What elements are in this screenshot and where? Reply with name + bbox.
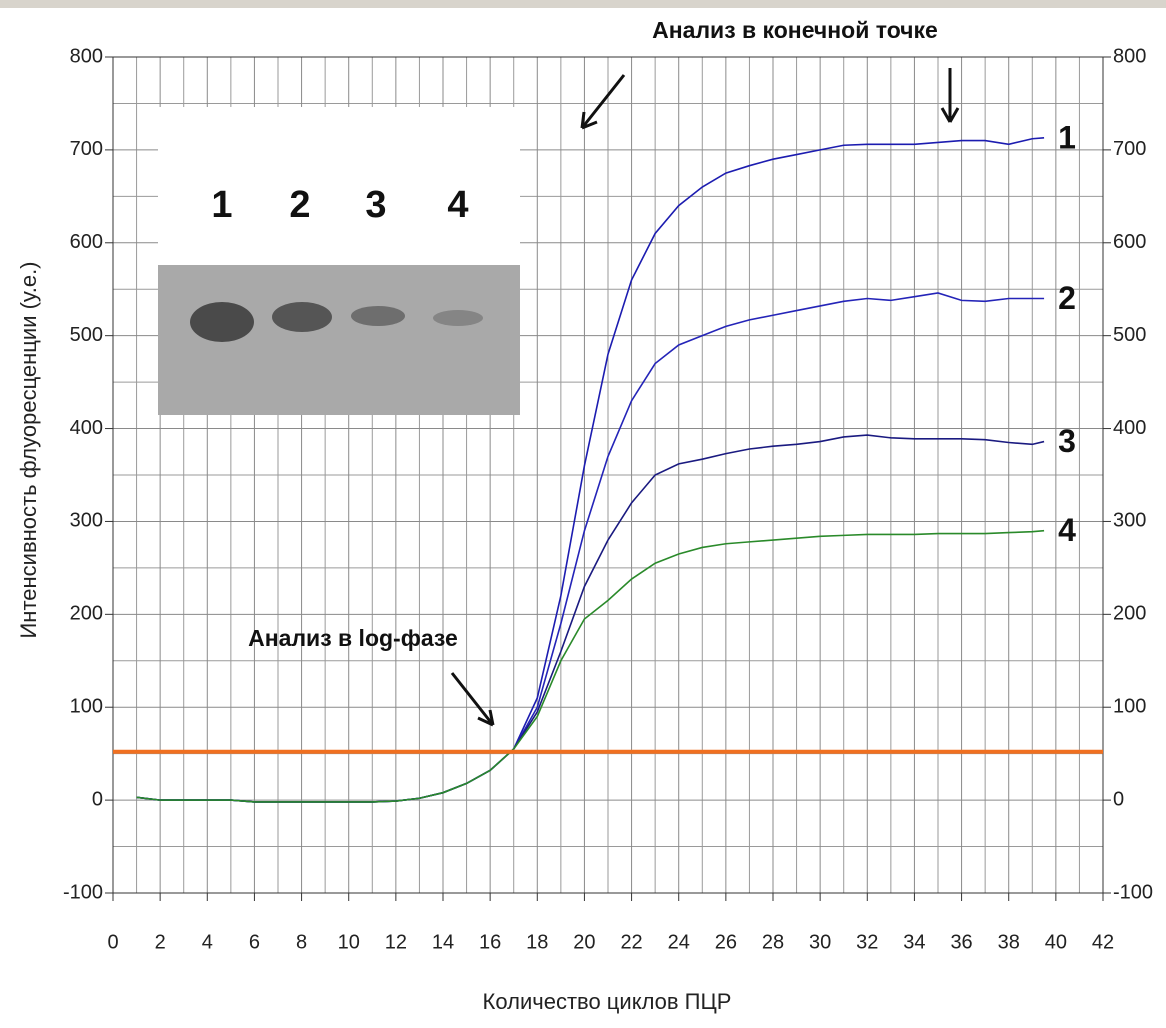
x-tick-label: 28 bbox=[762, 931, 784, 953]
y-tick-label: -100 bbox=[63, 881, 103, 903]
lane-label: 2 bbox=[289, 184, 310, 226]
x-tick-label: 2 bbox=[155, 931, 166, 953]
x-tick-label: 38 bbox=[998, 931, 1020, 953]
x-tick-label: 18 bbox=[526, 931, 548, 953]
series-label: 2 bbox=[1058, 280, 1076, 316]
y2-tick-label: 400 bbox=[1113, 417, 1146, 439]
arrow bbox=[580, 74, 626, 130]
x-tick-label: 20 bbox=[573, 931, 595, 953]
y2-tick-label: 600 bbox=[1113, 231, 1146, 253]
x-tick-label: 12 bbox=[385, 931, 407, 953]
gel-band bbox=[351, 306, 405, 326]
x-tick-label: 42 bbox=[1092, 931, 1114, 953]
y-tick-label: 500 bbox=[70, 324, 103, 346]
y2-tick-label: -100 bbox=[1113, 881, 1153, 903]
gel-band bbox=[272, 302, 332, 332]
arrow bbox=[940, 68, 960, 123]
x-tick-label: 0 bbox=[107, 931, 118, 953]
y-axis-label: Интенсивность флуоресценции (у.е.) bbox=[16, 261, 41, 638]
series-line bbox=[136, 434, 1045, 803]
y2-tick-label: 200 bbox=[1113, 603, 1146, 625]
lines bbox=[113, 137, 1103, 803]
lane-label: 3 bbox=[365, 184, 386, 226]
x-tick-label: 10 bbox=[338, 931, 360, 953]
series-label: 3 bbox=[1058, 423, 1076, 459]
lane-label: 1 bbox=[211, 184, 232, 226]
x-axis-label: Количество циклов ПЦР bbox=[483, 989, 732, 1014]
lane-label: 4 bbox=[447, 184, 468, 226]
x-tick-label: 14 bbox=[432, 931, 454, 953]
inset-bg bbox=[158, 107, 520, 267]
y-tick-label: 600 bbox=[70, 231, 103, 253]
annotation: Анализ в конечной точке bbox=[652, 17, 938, 43]
y-tick-label: 0 bbox=[92, 788, 103, 810]
series-label: 1 bbox=[1058, 119, 1076, 155]
x-tick-label: 22 bbox=[620, 931, 642, 953]
x-tick-label: 24 bbox=[668, 931, 690, 953]
y2-tick-label: 800 bbox=[1113, 45, 1146, 67]
y-tick-label: 200 bbox=[70, 603, 103, 625]
y2-tick-label: 300 bbox=[1113, 510, 1146, 532]
x-tick-label: 6 bbox=[249, 931, 260, 953]
y-tick-label: 400 bbox=[70, 417, 103, 439]
x-tick-label: 34 bbox=[903, 931, 925, 953]
y-tick-label: 300 bbox=[70, 510, 103, 532]
x-tick-label: 26 bbox=[715, 931, 737, 953]
y2-tick-label: 500 bbox=[1113, 324, 1146, 346]
plot-frame bbox=[112, 56, 1104, 894]
annotation: Анализ в log-фазе bbox=[248, 625, 458, 651]
y2-tick-label: 700 bbox=[1113, 138, 1146, 160]
arrows bbox=[450, 68, 960, 727]
y-tick-label: 700 bbox=[70, 138, 103, 160]
x-tick-label: 30 bbox=[809, 931, 831, 953]
y2-tick-label: 0 bbox=[1113, 788, 1124, 810]
x-tick-label: 36 bbox=[950, 931, 972, 953]
y2-tick-label: 100 bbox=[1113, 696, 1146, 718]
gel-inset: 1 2 3 4 bbox=[158, 107, 520, 415]
series-line bbox=[136, 529, 1045, 803]
gel-band bbox=[190, 302, 254, 342]
gel-band bbox=[433, 310, 483, 326]
y-tick-label: 800 bbox=[70, 45, 103, 67]
x-tick-label: 32 bbox=[856, 931, 878, 953]
y-tick-label: 100 bbox=[70, 696, 103, 718]
top-strip bbox=[0, 0, 1166, 8]
arrow bbox=[450, 672, 495, 727]
x-tick-label: 8 bbox=[296, 931, 307, 953]
x-tick-label: 16 bbox=[479, 931, 501, 953]
series-label: 4 bbox=[1058, 512, 1076, 548]
x-tick-label: 40 bbox=[1045, 931, 1067, 953]
x-tick-label: 4 bbox=[202, 931, 213, 953]
